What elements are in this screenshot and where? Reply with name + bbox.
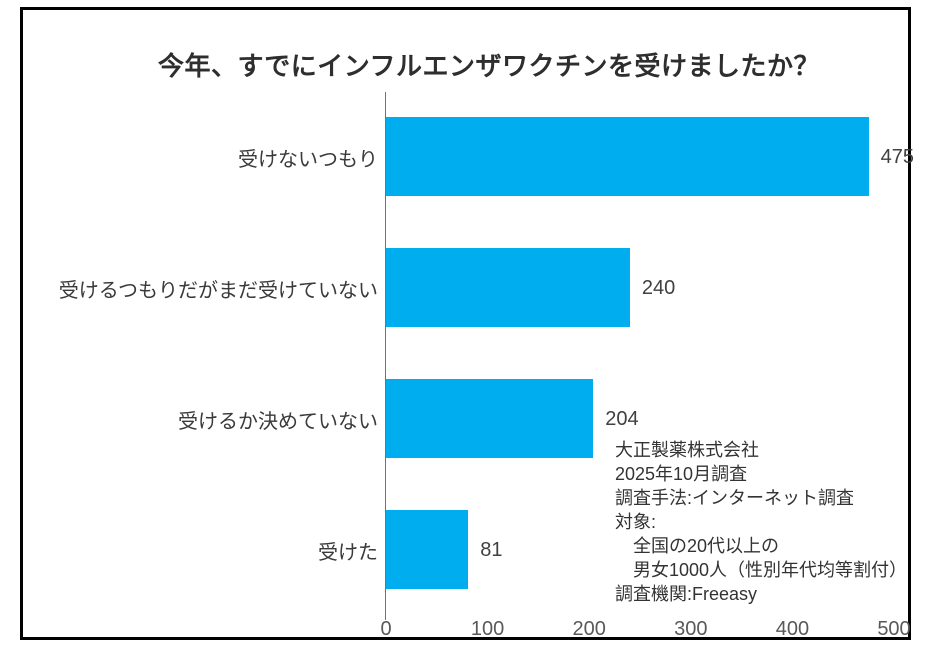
survey-note-line: 対象:	[615, 512, 657, 532]
category-label: 受けるか決めていない	[178, 411, 378, 433]
value-label: 81	[480, 539, 503, 561]
survey-note-line: 調査機関:Freeasy	[615, 584, 758, 604]
bar	[386, 117, 869, 196]
x-tick-label: 300	[674, 618, 708, 640]
survey-note-line: 大正製薬株式会社	[615, 440, 759, 460]
bar-row: 受けた 81	[23, 485, 932, 616]
survey-note-line: 調査手法:インターネット調査	[615, 488, 854, 508]
x-tick-label: 400	[775, 618, 810, 640]
category-label: 受けないつもり	[238, 149, 378, 171]
survey-note-line: 全国の20代以上の	[615, 536, 780, 556]
category-label: 受けるつもりだがまだ受けていない	[58, 280, 378, 302]
value-label: 204	[605, 408, 639, 430]
bar-row: 受けないつもり 475	[23, 92, 932, 223]
x-tick-label: 500	[877, 618, 911, 640]
bar	[386, 248, 630, 327]
y-axis-line	[385, 92, 386, 620]
bar-row: 受けるつもりだがまだ受けていない 240	[23, 223, 932, 354]
chart-frame: 今年、すでにインフルエンザワクチンを受けましたか？ 受けないつもり 475 受けるつ…	[20, 7, 914, 640]
x-tick-label: 100	[470, 618, 505, 640]
bar-row: 受けるか決めていない 204	[23, 354, 932, 485]
chart-title: 今年、すでにインフルエンザワクチンを受けましたか？	[158, 51, 820, 81]
category-label: 受けた	[318, 542, 378, 564]
value-label: 240	[641, 277, 676, 299]
x-tick-label: 0	[380, 618, 392, 640]
value-label: 475	[880, 146, 914, 168]
bar	[386, 510, 469, 589]
survey-note: 大正製薬株式会社 2025年10月調査調査手法:インターネット調査 対象: 全国の2…	[615, 438, 932, 606]
survey-note-line: 2025年10月調査	[615, 464, 748, 484]
bar	[386, 379, 594, 458]
survey-note-line: 男女1000人（性別年代均等割付）	[615, 560, 908, 580]
x-tick-label: 200	[572, 618, 606, 640]
